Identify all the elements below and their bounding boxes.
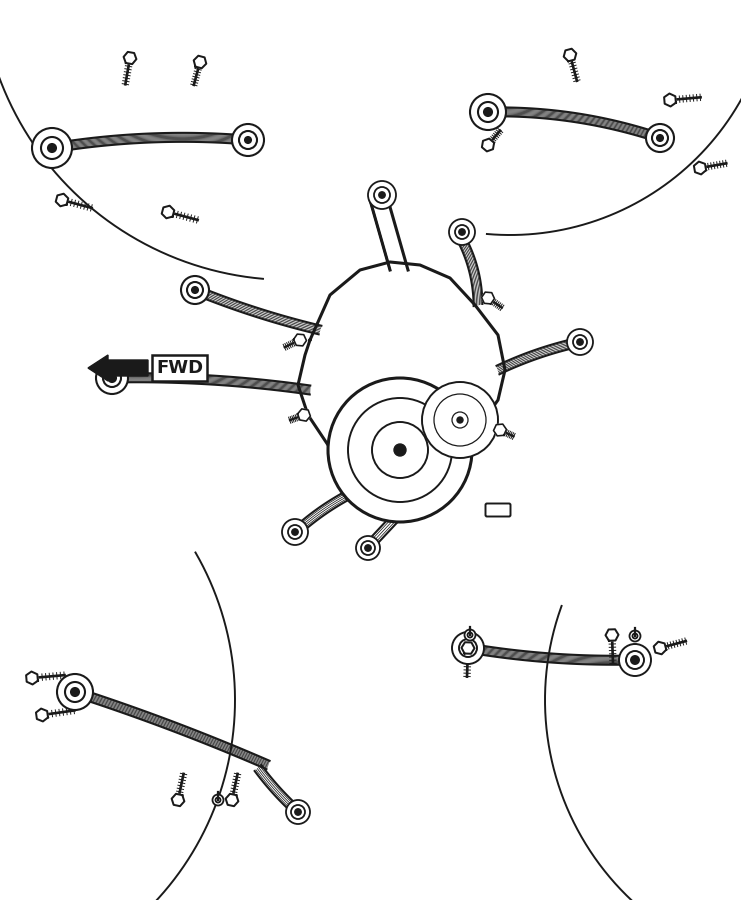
Circle shape (657, 135, 663, 141)
Circle shape (292, 529, 298, 535)
Circle shape (633, 634, 637, 638)
Circle shape (631, 656, 639, 664)
Circle shape (470, 94, 506, 130)
Circle shape (108, 374, 116, 382)
Circle shape (282, 519, 308, 545)
Polygon shape (298, 409, 310, 421)
Circle shape (368, 181, 396, 209)
Polygon shape (124, 52, 136, 64)
Circle shape (646, 124, 674, 152)
Circle shape (65, 682, 85, 702)
Polygon shape (298, 262, 505, 520)
Circle shape (192, 287, 198, 293)
Circle shape (232, 124, 264, 156)
Polygon shape (482, 292, 494, 304)
Text: FWD: FWD (156, 359, 203, 377)
Polygon shape (293, 334, 307, 346)
Circle shape (394, 444, 406, 456)
Circle shape (103, 369, 121, 387)
Circle shape (356, 536, 380, 560)
Circle shape (619, 644, 651, 676)
Circle shape (181, 276, 209, 304)
Polygon shape (494, 424, 507, 436)
Polygon shape (694, 162, 706, 175)
Circle shape (239, 131, 257, 149)
Circle shape (459, 639, 477, 657)
Circle shape (295, 809, 301, 815)
Circle shape (187, 282, 203, 298)
Circle shape (457, 417, 463, 423)
Circle shape (464, 644, 472, 652)
FancyBboxPatch shape (485, 503, 511, 517)
Circle shape (374, 187, 390, 203)
Circle shape (361, 541, 375, 555)
Circle shape (478, 102, 498, 122)
Circle shape (465, 629, 476, 641)
Polygon shape (605, 629, 619, 641)
Circle shape (48, 144, 56, 152)
Circle shape (452, 412, 468, 428)
Circle shape (422, 382, 498, 458)
Circle shape (57, 674, 93, 710)
Circle shape (573, 335, 587, 349)
Circle shape (348, 398, 452, 502)
Circle shape (459, 229, 465, 235)
Circle shape (630, 631, 640, 642)
Circle shape (484, 108, 492, 116)
Polygon shape (26, 671, 38, 685)
Circle shape (41, 137, 63, 159)
FancyArrow shape (88, 355, 148, 381)
Circle shape (71, 688, 79, 696)
Circle shape (291, 805, 305, 819)
Circle shape (365, 545, 371, 551)
Circle shape (328, 378, 472, 522)
Polygon shape (462, 643, 474, 653)
Polygon shape (172, 794, 185, 806)
Circle shape (286, 800, 310, 824)
Circle shape (449, 219, 475, 245)
Circle shape (652, 130, 668, 146)
Polygon shape (564, 49, 576, 61)
Polygon shape (162, 206, 174, 219)
Circle shape (452, 632, 484, 664)
Polygon shape (482, 139, 494, 151)
Circle shape (626, 651, 644, 669)
Circle shape (216, 797, 221, 803)
Polygon shape (193, 56, 206, 68)
Circle shape (372, 422, 428, 478)
Polygon shape (56, 194, 68, 206)
Polygon shape (226, 794, 239, 806)
Circle shape (213, 795, 224, 806)
Polygon shape (654, 642, 666, 654)
Circle shape (567, 329, 593, 355)
Circle shape (245, 137, 251, 143)
Polygon shape (36, 708, 48, 722)
Circle shape (455, 225, 469, 239)
Circle shape (288, 525, 302, 539)
Polygon shape (664, 94, 676, 106)
Circle shape (468, 633, 473, 637)
Circle shape (379, 192, 385, 198)
Circle shape (434, 394, 486, 446)
Circle shape (96, 362, 128, 394)
Circle shape (577, 339, 583, 345)
Circle shape (32, 128, 72, 168)
